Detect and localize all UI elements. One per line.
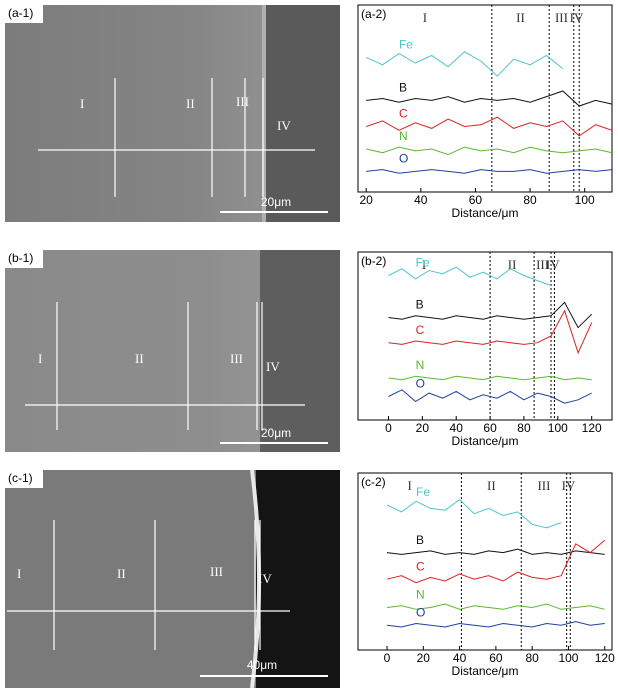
series-line — [386, 603, 605, 610]
panel-label: (c-2) — [361, 475, 386, 489]
series-line — [366, 90, 613, 107]
region-label: IV — [277, 118, 291, 133]
region-label: III — [536, 257, 549, 272]
panel-label: (c-1) — [8, 471, 33, 485]
series-line — [388, 375, 592, 381]
series-label: N — [416, 358, 425, 372]
scale-bar-label: 40μm — [247, 658, 277, 672]
region-label: IV — [266, 359, 280, 374]
x-tick-label: 40 — [450, 421, 464, 435]
series-label: B — [416, 533, 424, 547]
series-line — [386, 539, 606, 584]
series-line — [386, 548, 605, 555]
series-label: B — [399, 81, 407, 95]
plot-frame — [357, 472, 613, 651]
region-label: III — [537, 478, 550, 493]
sem-a — [5, 5, 340, 222]
series-label: Fe — [416, 485, 430, 499]
x-axis-label: Distance/μm — [452, 664, 519, 678]
x-tick-label: 100 — [558, 651, 578, 665]
x-tick-label: 120 — [595, 651, 615, 665]
x-tick-label: 80 — [523, 193, 537, 207]
region-label: I — [422, 257, 426, 272]
series-label: C — [399, 107, 408, 121]
region-label: II — [135, 351, 144, 366]
region-label: III — [230, 351, 243, 366]
series-label: Fe — [399, 38, 413, 52]
region-label: IV — [258, 571, 272, 586]
series-line — [366, 169, 613, 174]
panel-label-bg — [5, 250, 43, 268]
series-label: O — [416, 377, 425, 391]
region-label: IV — [546, 257, 560, 272]
x-tick-label: 80 — [525, 651, 539, 665]
x-tick-label: 20 — [360, 193, 374, 207]
region-label: II — [516, 10, 525, 25]
series-line — [386, 498, 562, 529]
x-tick-label: 60 — [483, 421, 497, 435]
x-tick-label: 80 — [517, 421, 531, 435]
panel-label: (a-1) — [8, 6, 33, 20]
x-tick-label: 100 — [548, 421, 568, 435]
x-tick-label: 120 — [582, 421, 602, 435]
scale-bar-label: 20μm — [261, 195, 291, 209]
x-tick-label: 0 — [384, 651, 391, 665]
scale-bar-label: 20μm — [261, 426, 291, 440]
sem-b — [5, 250, 340, 452]
series-line — [388, 309, 593, 355]
region-label: I — [408, 478, 412, 493]
region-label: II — [117, 566, 126, 581]
series-line — [386, 621, 605, 628]
x-axis-label: Distance/μm — [452, 434, 519, 448]
series-line — [366, 146, 613, 156]
x-tick-label: 60 — [489, 651, 503, 665]
series-label: Fe — [416, 256, 430, 270]
x-tick-label: 60 — [469, 193, 483, 207]
series-line — [388, 389, 592, 404]
series-label: B — [416, 298, 424, 312]
x-tick-label: 40 — [414, 193, 428, 207]
x-tick-label: 100 — [575, 193, 595, 207]
series-line — [366, 116, 613, 137]
sem-c — [5, 469, 340, 689]
series-label: O — [399, 152, 408, 166]
series-label: N — [416, 588, 425, 602]
series-line — [388, 301, 593, 329]
region-label: II — [186, 96, 195, 111]
region-label: IV — [562, 478, 576, 493]
series-line — [388, 266, 552, 287]
region-label: III — [210, 564, 223, 579]
panel-label-bg — [5, 470, 43, 488]
x-tick-label: 40 — [453, 651, 467, 665]
region-label: III — [555, 10, 568, 25]
x-tick-label: 20 — [417, 651, 431, 665]
plot-frame — [357, 251, 613, 421]
region-label: III — [236, 94, 249, 109]
panel-label: (b-2) — [361, 254, 386, 268]
region-label: II — [487, 478, 496, 493]
series-label: C — [416, 323, 425, 337]
series-line — [365, 51, 564, 77]
x-tick-label: 0 — [385, 421, 392, 435]
series-label: N — [399, 129, 408, 143]
region-label: I — [17, 566, 21, 581]
x-tick-label: 20 — [416, 421, 430, 435]
x-axis-label: Distance/μm — [452, 206, 519, 220]
panel-label: (b-1) — [8, 251, 33, 265]
panel-label-bg — [5, 5, 43, 23]
series-label: C — [416, 559, 425, 573]
panel-label: (a-2) — [361, 7, 386, 21]
region-label: I — [423, 10, 427, 25]
region-label: I — [80, 96, 84, 111]
region-label: II — [508, 257, 517, 272]
region-label: IV — [570, 10, 584, 25]
series-label: O — [416, 605, 425, 619]
region-label: I — [38, 351, 42, 366]
